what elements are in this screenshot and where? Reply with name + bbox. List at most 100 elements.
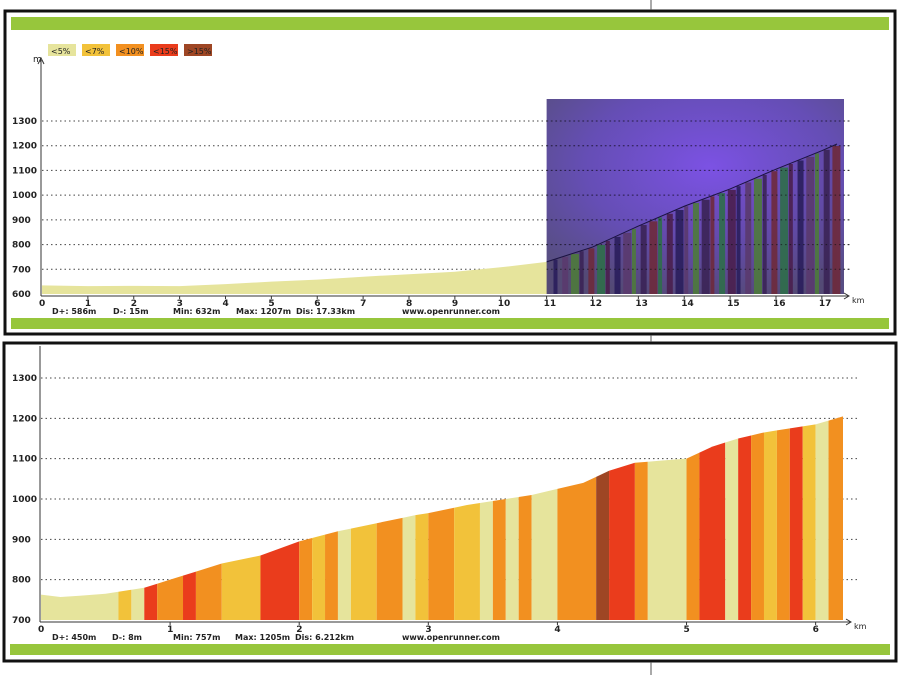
overlay-stripe: [814, 153, 819, 294]
slope-segment: [479, 501, 493, 620]
x-tick-label: 7: [360, 299, 366, 309]
top-band-top: [11, 17, 889, 30]
overlay-stripe: [762, 174, 767, 294]
slope-segment: [686, 452, 700, 620]
slope-segment: [454, 503, 480, 620]
slope-segment: [789, 426, 803, 620]
x-tick-label: 2: [131, 299, 137, 309]
overlay-stripe: [719, 193, 726, 294]
x-axis-arrow: [845, 618, 852, 626]
y-axis-arrow: [37, 56, 45, 65]
overlay-stripe: [780, 167, 789, 294]
slope-segment: [557, 476, 597, 620]
overlay-stripe: [649, 221, 658, 294]
overlay-stripe: [710, 196, 715, 294]
slope-segment: [131, 587, 145, 620]
y-tick-label: 1200: [12, 414, 37, 424]
stat-dist: Dis: 17.33km: [296, 307, 355, 316]
x-unit-label: km: [852, 296, 865, 305]
slope-segment: [325, 531, 338, 620]
slope-segment: [350, 523, 377, 620]
slope-segment: [763, 430, 777, 620]
slope-segment: [260, 541, 300, 620]
x-tick-label: 5: [268, 299, 274, 309]
slope-segment: [751, 432, 764, 620]
x-tick-label: 0: [39, 299, 45, 309]
stat-dplus: D+: 586m: [52, 307, 96, 316]
overlay-stripe: [658, 217, 663, 294]
y-tick-label: 600: [12, 290, 31, 300]
y-tick-label: 1000: [12, 191, 37, 201]
slope-segment: [415, 513, 429, 620]
slope-segment: [195, 563, 222, 620]
y-tick-label: 1300: [12, 117, 37, 127]
overlay-stripe: [692, 202, 699, 294]
overlay-stripe: [823, 149, 830, 294]
bottom-band: [10, 644, 890, 655]
slope-segment: [428, 507, 455, 620]
x-tick-label: 6: [314, 299, 320, 309]
legend-label: <10%: [119, 47, 144, 56]
overlay-stripe: [806, 156, 815, 294]
legend-label: <7%: [85, 47, 105, 56]
website-label: www.openrunner.com: [402, 633, 500, 642]
overlay-stripe: [753, 178, 762, 294]
stat-max: Max: 1207m: [236, 307, 291, 316]
stat-dist: Dis: 6.212km: [295, 633, 354, 642]
overlay-stripe: [771, 171, 778, 294]
x-tick-label: 3: [425, 625, 431, 635]
slope-segment: [802, 424, 816, 620]
slope-segment: [183, 571, 196, 620]
legend-label: <15%: [153, 47, 178, 56]
slope-segment: [815, 420, 829, 620]
slope-segment: [312, 534, 326, 620]
stat-max: Max: 1205m: [235, 633, 290, 642]
x-tick-label: 6: [813, 625, 819, 635]
slope-segment: [118, 589, 132, 620]
top-band-bottom: [11, 318, 889, 329]
overlay-stripe: [588, 248, 595, 294]
x-tick-label: 16: [773, 299, 786, 309]
x-axis-arrow: [843, 292, 850, 300]
stat-min: Min: 632m: [173, 307, 220, 316]
overlay-stripe: [614, 236, 621, 294]
y-tick-label: 700: [12, 265, 31, 275]
bottom-profile-chart: 700 800 900 1000 1100 1200 1300 km 0 1 2 3 4 5 6 D+: 45…: [12, 346, 867, 642]
overlay-stripe: [736, 186, 741, 294]
slope-segment: [518, 494, 532, 620]
overlay-stripe: [623, 232, 632, 294]
overlay-stripe: [788, 164, 793, 294]
legend-swatch: [184, 44, 212, 56]
overlay-stripe: [675, 210, 684, 294]
slope-segment: [376, 517, 403, 620]
slope-segment: [144, 583, 158, 620]
y-tick-label: 1100: [12, 166, 37, 176]
overlay-stripe: [579, 251, 584, 294]
overlay-stripe: [727, 189, 736, 294]
overlay-stripe: [832, 146, 841, 294]
x-tick-label: 2: [296, 625, 302, 635]
x-tick-label: 5: [684, 625, 690, 635]
y-tick-label: 800: [12, 241, 31, 251]
stat-dplus: D+: 450m: [52, 633, 96, 642]
x-tick-label: 17: [819, 299, 832, 309]
overlay-stripe: [684, 206, 689, 294]
overlay-stripe: [631, 228, 636, 294]
x-tick-label: 15: [727, 299, 740, 309]
x-tick-label: 3: [177, 299, 183, 309]
stat-dminus: D-: 15m: [113, 307, 149, 316]
x-tick-label: 13: [635, 299, 648, 309]
slope-segment: [738, 435, 752, 620]
slope-segment: [157, 575, 184, 620]
x-tick-label: 8: [406, 299, 412, 309]
overlay-stripe: [570, 254, 579, 294]
overlay-stripe: [605, 240, 610, 294]
y-unit-label: m: [33, 55, 42, 65]
slope-segment: [725, 438, 739, 620]
x-tick-label: 4: [222, 299, 228, 309]
x-tick-label: 11: [544, 299, 557, 309]
overlay-stripe: [562, 256, 569, 294]
x-tick-label: 9: [452, 299, 458, 309]
